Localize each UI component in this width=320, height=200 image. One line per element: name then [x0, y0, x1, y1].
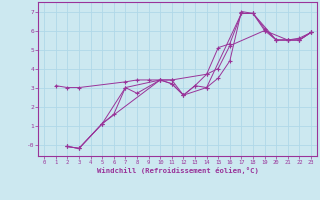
X-axis label: Windchill (Refroidissement éolien,°C): Windchill (Refroidissement éolien,°C) [97, 167, 259, 174]
